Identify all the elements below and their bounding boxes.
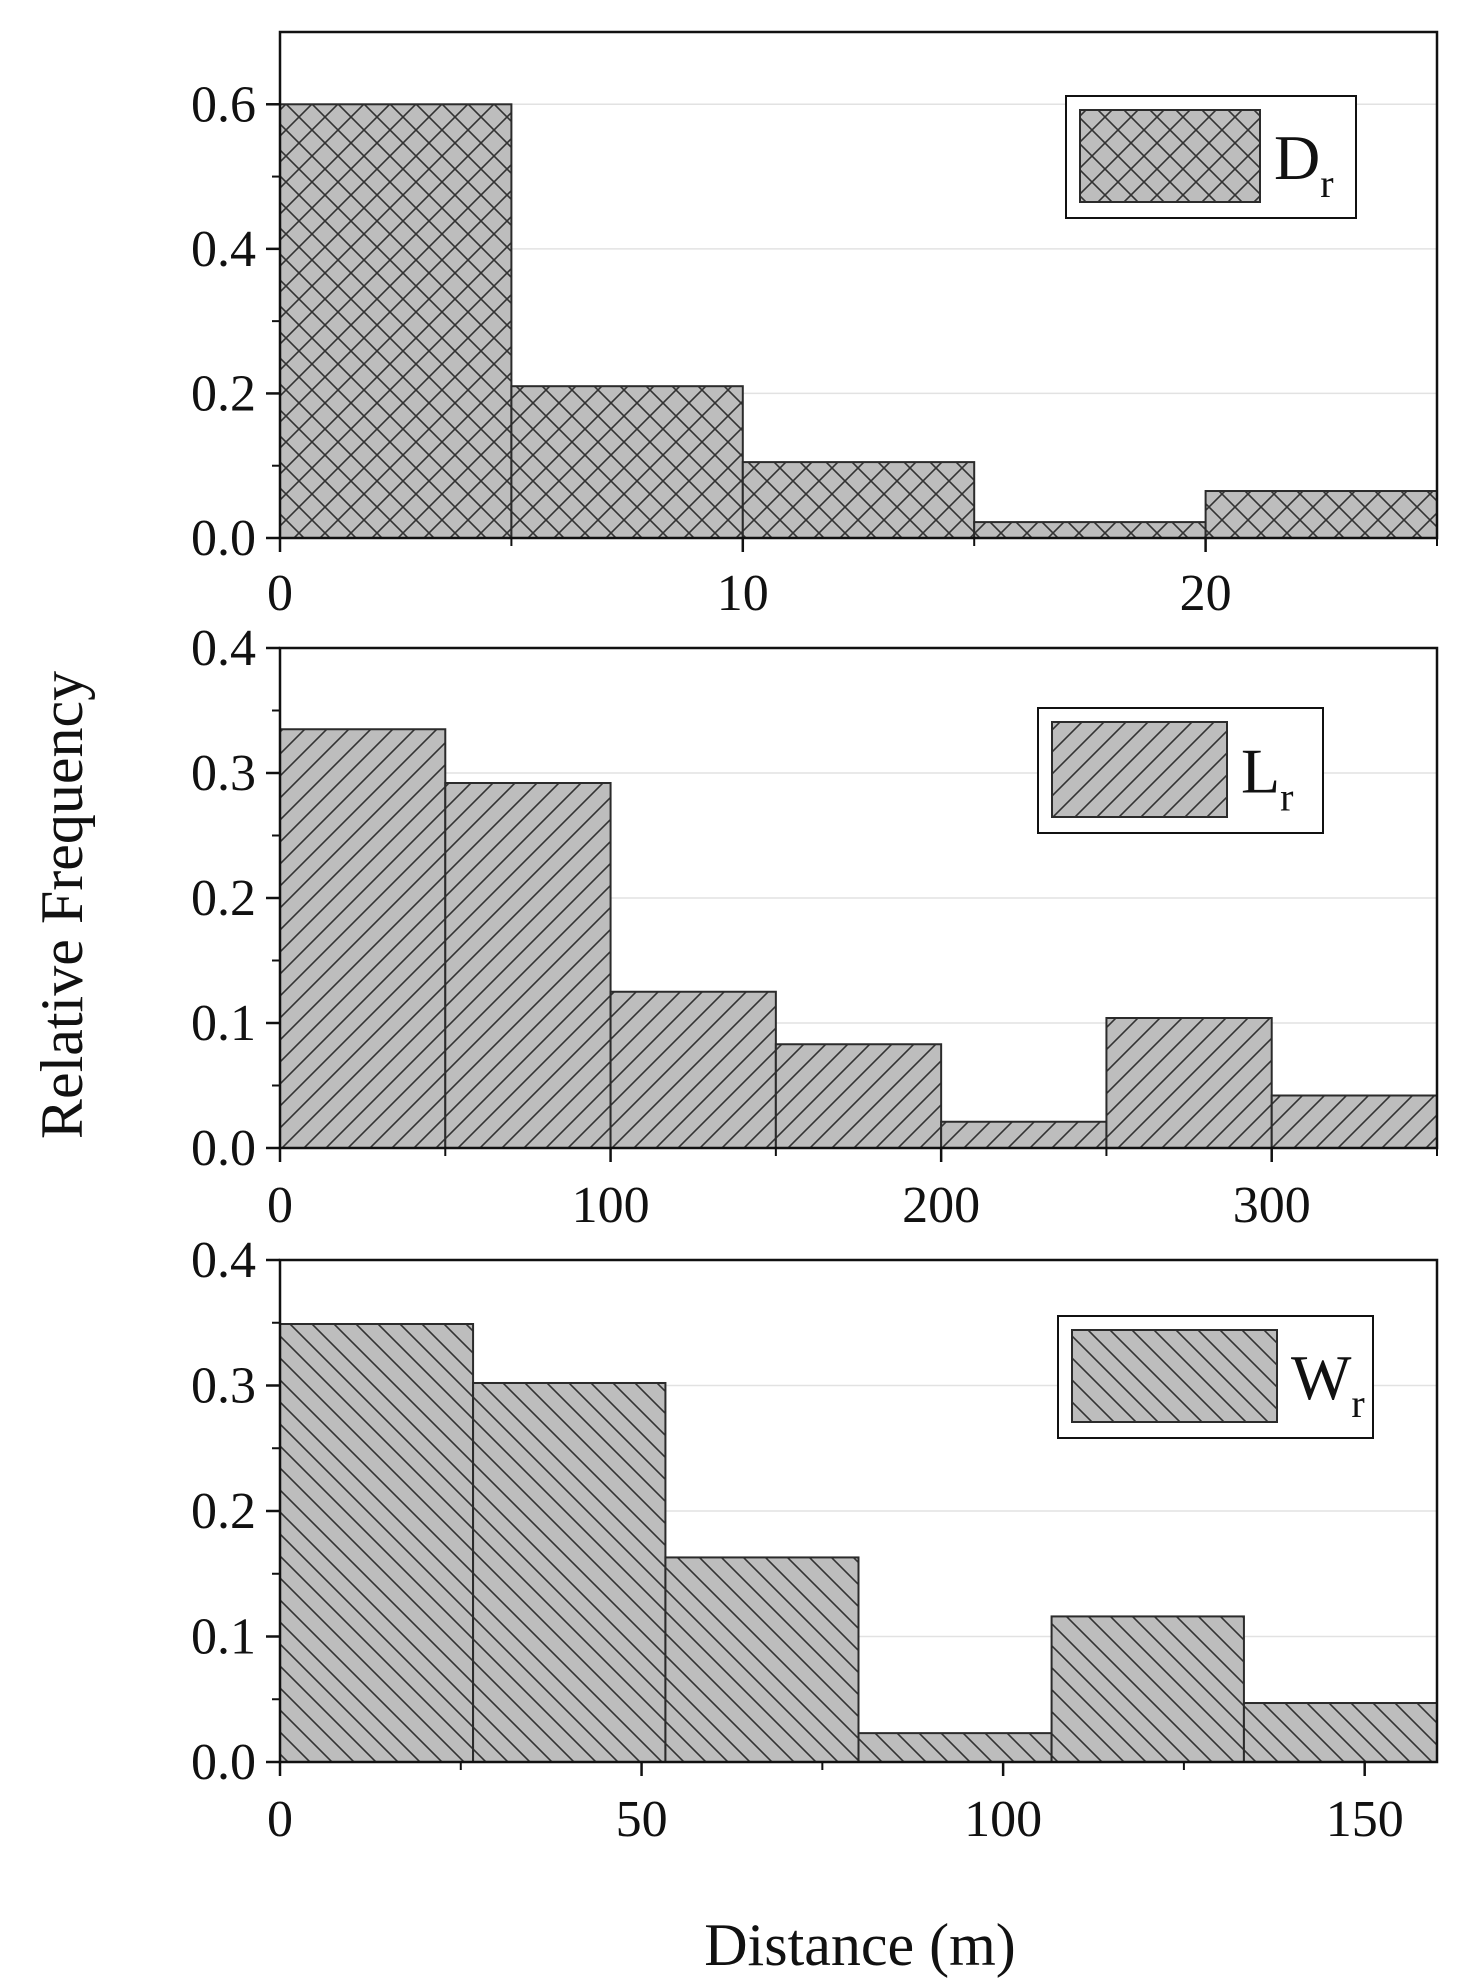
y-tick-label: 0.2 (191, 870, 256, 927)
y-tick-label: 0.3 (191, 1358, 256, 1415)
y-tick-label: 0.0 (191, 510, 256, 567)
y-tick-label: 0.0 (191, 1734, 256, 1791)
legend-swatch (1071, 1329, 1278, 1423)
y-tick-label: 0.1 (191, 1609, 256, 1666)
x-tick-label: 100 (572, 1177, 650, 1234)
panel-dr: 0.0 0.2 0.4 0.6 0 10 20 Dr (191, 30, 1439, 622)
x-tick-label: 10 (717, 565, 769, 622)
x-axis-title: Distance (m) (704, 1912, 1016, 1978)
histogram-bar (279, 1323, 475, 1763)
x-tick-label: 300 (1233, 1177, 1311, 1234)
x-tick-label: 20 (1180, 565, 1232, 622)
x-tick-label: 200 (902, 1177, 980, 1234)
histogram-bar (444, 782, 612, 1149)
x-tick-label: 150 (1326, 1791, 1404, 1848)
histogram-bar (1242, 1702, 1439, 1764)
histogram-bar (940, 1120, 1108, 1149)
legend-swatch (1051, 721, 1228, 818)
histogram-bar (774, 1043, 943, 1149)
x-tick-label: 0 (267, 1791, 293, 1848)
plot-frame (278, 30, 1439, 540)
x-tick-label: 0 (267, 1177, 293, 1234)
histogram-bar (857, 1732, 1053, 1764)
histogram-bar (1050, 1615, 1245, 1764)
histogram-bar (609, 990, 777, 1149)
y-tick-label: 0.2 (191, 1483, 256, 1540)
y-axis-title: Relative Frequency (29, 671, 95, 1139)
histogram-bar (1204, 490, 1438, 539)
histogram-bar (973, 521, 1207, 540)
x-tick-label: 50 (616, 1791, 668, 1848)
y-tick-label: 0.2 (191, 365, 256, 422)
histogram-bar (664, 1556, 860, 1764)
y-tick-label: 0.4 (191, 221, 256, 278)
x-tick-label: 100 (964, 1791, 1042, 1848)
legend-label: Lr (1241, 736, 1293, 820)
histogram-bar (741, 461, 976, 540)
y-tick-label: 0.3 (191, 745, 256, 802)
panel-lr: 0.0 0.1 0.2 0.3 0.4 0 100 200 300 Lr (191, 620, 1439, 1234)
y-tick-label: 0.4 (191, 1232, 256, 1289)
y-tick-label: 0.4 (191, 620, 256, 677)
histogram-bar (472, 1381, 667, 1763)
y-tick-label: 0.1 (191, 995, 256, 1052)
histogram-bar (510, 385, 744, 540)
histogram-bar (1105, 1017, 1273, 1149)
y-tick-label: 0.6 (191, 76, 256, 133)
legend-label: Dr (1274, 122, 1334, 206)
legend-swatch (1079, 109, 1261, 203)
histogram-bar (279, 728, 447, 1149)
panel-wr: 0.0 0.1 0.2 0.3 0.4 0 50 100 150 Wr (191, 1232, 1439, 1848)
histogram-bar (279, 103, 513, 540)
y-tick-label: 0.0 (191, 1120, 256, 1177)
legend-label: Wr (1291, 1342, 1365, 1426)
x-tick-label: 0 (267, 565, 293, 622)
histogram-bar (1270, 1094, 1438, 1149)
